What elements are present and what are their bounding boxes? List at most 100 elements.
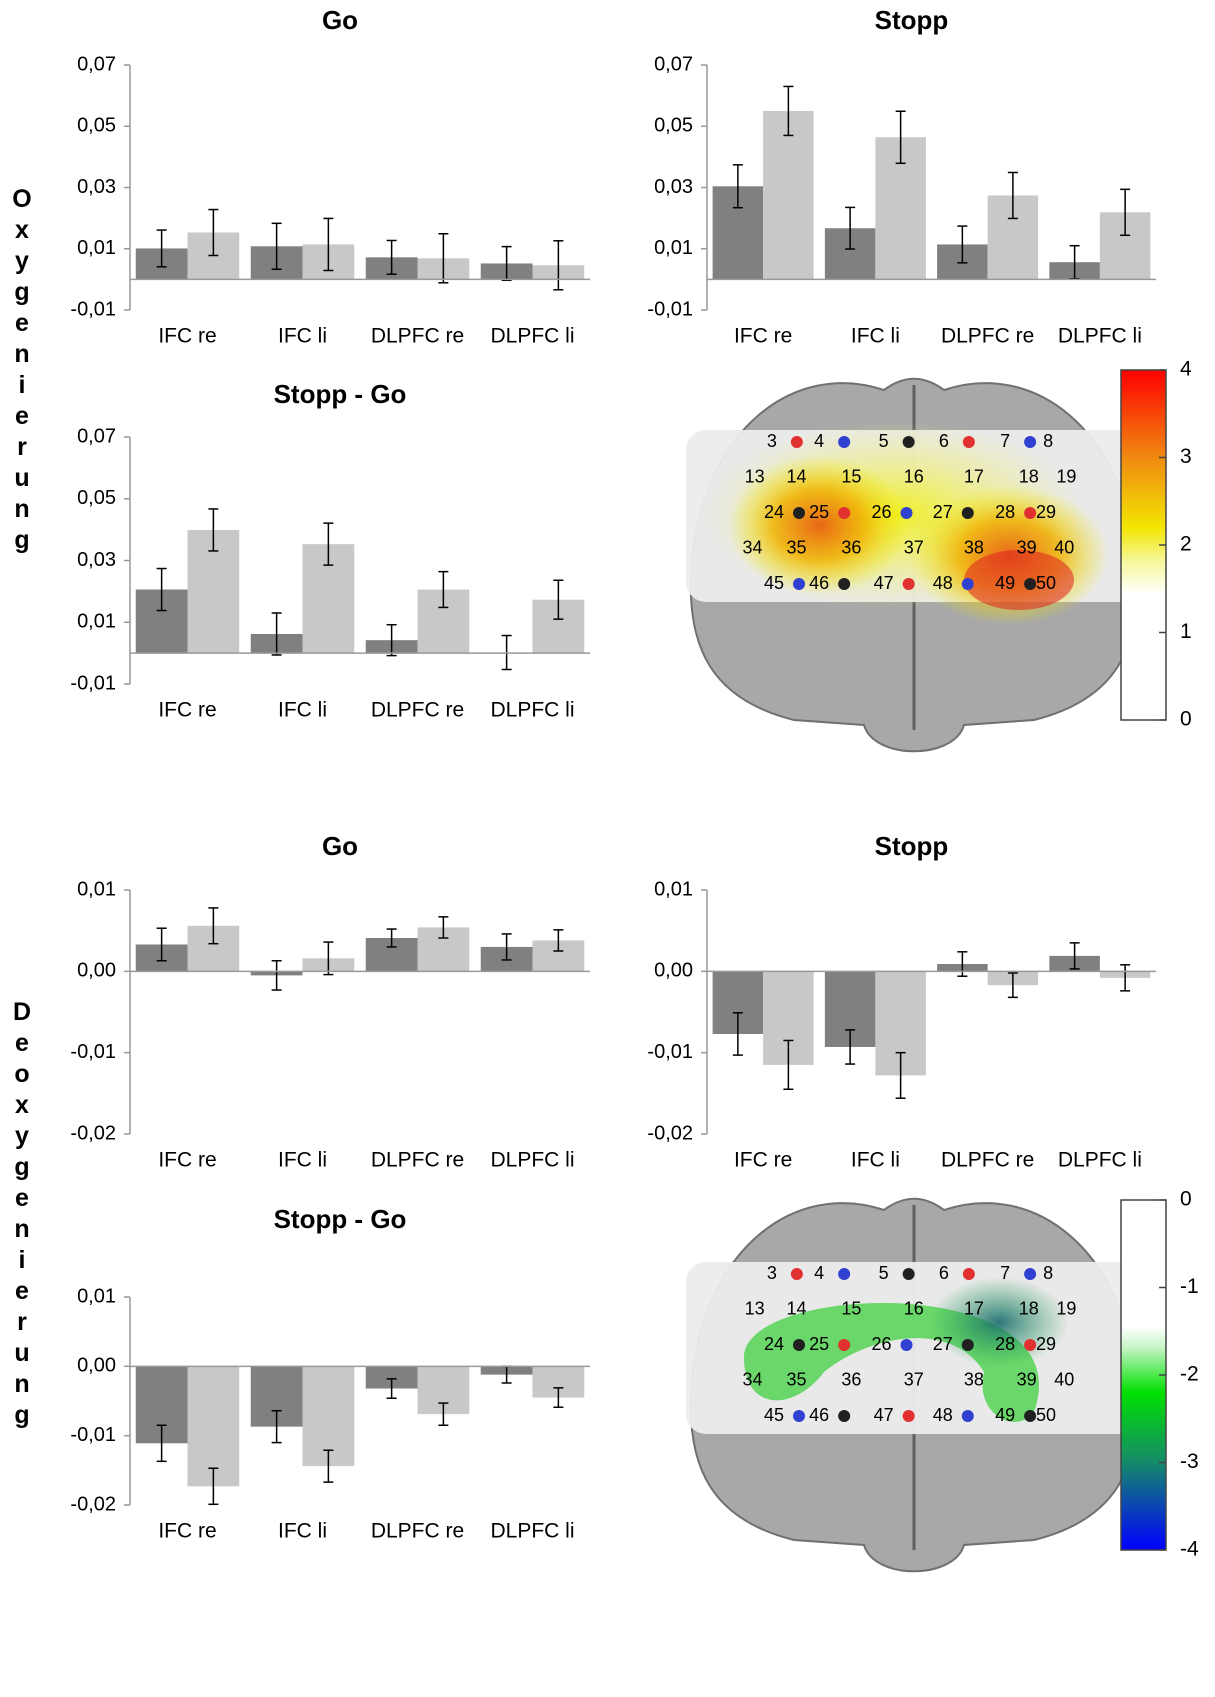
side-label: Deoxygenierung xyxy=(8,998,36,1432)
electrode xyxy=(901,507,913,519)
x-tick-label: DLPFC re xyxy=(371,699,464,722)
channel-label: 24 xyxy=(764,1334,784,1354)
electrode xyxy=(838,1339,850,1351)
channel-label: 26 xyxy=(871,502,891,522)
y-tick-label: 0,07 xyxy=(77,425,116,447)
colorbar-tick-label: -2 xyxy=(1180,1363,1199,1386)
colorbar-tick-label: -4 xyxy=(1180,1538,1199,1561)
electrode xyxy=(963,1268,975,1280)
channel-label: 37 xyxy=(904,537,924,557)
channel-label: 7 xyxy=(1000,431,1010,451)
electrode xyxy=(901,1339,913,1351)
chart-title: Go xyxy=(322,831,358,861)
channel-label: 16 xyxy=(904,466,924,486)
channel-label: 47 xyxy=(874,1405,894,1425)
electrode xyxy=(962,507,974,519)
electrode xyxy=(1024,578,1036,590)
x-tick-label: IFC li xyxy=(851,1149,900,1172)
channel-label: 29 xyxy=(1036,1334,1056,1354)
channel-label: 4 xyxy=(814,431,824,451)
channel-label: 19 xyxy=(1056,1298,1076,1318)
channel-label: 8 xyxy=(1043,431,1053,451)
x-tick-label: DLPFC re xyxy=(941,325,1034,348)
x-tick-label: DLPFC li xyxy=(1058,325,1142,348)
y-tick-label: 0,01 xyxy=(654,878,693,900)
electrode xyxy=(793,1339,805,1351)
x-tick-label: IFC re xyxy=(734,1149,792,1172)
bar xyxy=(763,111,814,279)
colorbar-tick-label: 2 xyxy=(1180,533,1192,556)
y-tick-label: -0,02 xyxy=(70,1493,116,1515)
channel-label: 15 xyxy=(841,1298,861,1318)
electrode xyxy=(903,578,915,590)
electrode xyxy=(791,1268,803,1280)
x-tick-label: IFC re xyxy=(158,1149,216,1172)
chart: Go -0,01 0,01 0,03 0,05 0,07 IFC re IFC li DLPFC… xyxy=(0,0,1215,1697)
y-tick-label: 0,07 xyxy=(654,53,693,75)
channel-label: 38 xyxy=(964,1369,984,1389)
x-tick-label: DLPFC li xyxy=(490,1520,574,1543)
y-tick-label: 0,01 xyxy=(77,878,116,900)
channel-label: 36 xyxy=(841,537,861,557)
y-tick-label: 0,05 xyxy=(77,487,116,509)
channel-label: 27 xyxy=(933,1334,953,1354)
colorbar-tick-label: 4 xyxy=(1180,358,1192,381)
x-tick-label: IFC li xyxy=(278,325,327,348)
x-tick-label: IFC re xyxy=(158,325,216,348)
x-tick-label: DLPFC re xyxy=(371,1520,464,1543)
colorbar-tick-label: -3 xyxy=(1180,1450,1199,1473)
electrode xyxy=(1024,507,1036,519)
y-tick-label: -0,01 xyxy=(647,298,693,320)
x-tick-label: DLPFC li xyxy=(490,699,574,722)
y-tick-label: -0,02 xyxy=(70,1122,116,1144)
electrode xyxy=(903,1410,915,1422)
channel-label: 48 xyxy=(933,1405,953,1425)
y-tick-label: 0,03 xyxy=(77,176,116,198)
y-tick-label: -0,01 xyxy=(70,672,116,694)
electrode xyxy=(903,1268,915,1280)
channel-label: 50 xyxy=(1036,1405,1056,1425)
electrode xyxy=(1024,436,1036,448)
electrode xyxy=(838,578,850,590)
channel-label: 27 xyxy=(933,502,953,522)
x-tick-label: DLPFC li xyxy=(1058,1149,1142,1172)
chart-title: Stopp xyxy=(875,5,949,35)
side-label: Oxygenierung xyxy=(8,185,36,557)
y-tick-label: 0,01 xyxy=(77,1285,116,1307)
channel-label: 34 xyxy=(742,537,762,557)
colorbar-tick-label: 1 xyxy=(1180,620,1192,643)
y-tick-label: 0,07 xyxy=(77,53,116,75)
electrode xyxy=(838,1268,850,1280)
x-tick-label: DLPFC re xyxy=(941,1149,1034,1172)
x-tick-label: DLPFC li xyxy=(490,325,574,348)
channel-label: 15 xyxy=(841,466,861,486)
channel-label: 39 xyxy=(1017,1369,1037,1389)
channel-label: 8 xyxy=(1043,1263,1053,1283)
channel-label: 3 xyxy=(767,431,777,451)
x-tick-label: IFC li xyxy=(278,699,327,722)
electrode xyxy=(962,578,974,590)
y-tick-label: -0,01 xyxy=(70,298,116,320)
x-tick-label: IFC li xyxy=(278,1149,327,1172)
x-tick-label: DLPFC re xyxy=(371,325,464,348)
channel-label: 34 xyxy=(742,1369,762,1389)
channel-label: 49 xyxy=(995,573,1015,593)
channel-label: 36 xyxy=(841,1369,861,1389)
y-tick-label: 0,05 xyxy=(654,115,693,137)
activation xyxy=(964,550,1074,610)
y-tick-label: -0,01 xyxy=(70,1424,116,1446)
electrode xyxy=(838,436,850,448)
channel-label: 28 xyxy=(995,1334,1015,1354)
y-tick-label: -0,01 xyxy=(70,1041,116,1063)
electrode xyxy=(1024,1268,1036,1280)
channel-label: 45 xyxy=(764,573,784,593)
figure: Go -0,01 0,01 0,03 0,05 0,07 IFC re IFC li DLPFC… xyxy=(0,0,1215,1697)
electrode xyxy=(963,436,975,448)
channel-label: 6 xyxy=(939,1263,949,1283)
channel-label: 29 xyxy=(1036,502,1056,522)
channel-label: 25 xyxy=(809,1334,829,1354)
x-tick-label: DLPFC re xyxy=(371,1149,464,1172)
y-tick-label: 0,03 xyxy=(77,549,116,571)
electrode xyxy=(791,436,803,448)
chart-title: Stopp xyxy=(875,831,949,861)
